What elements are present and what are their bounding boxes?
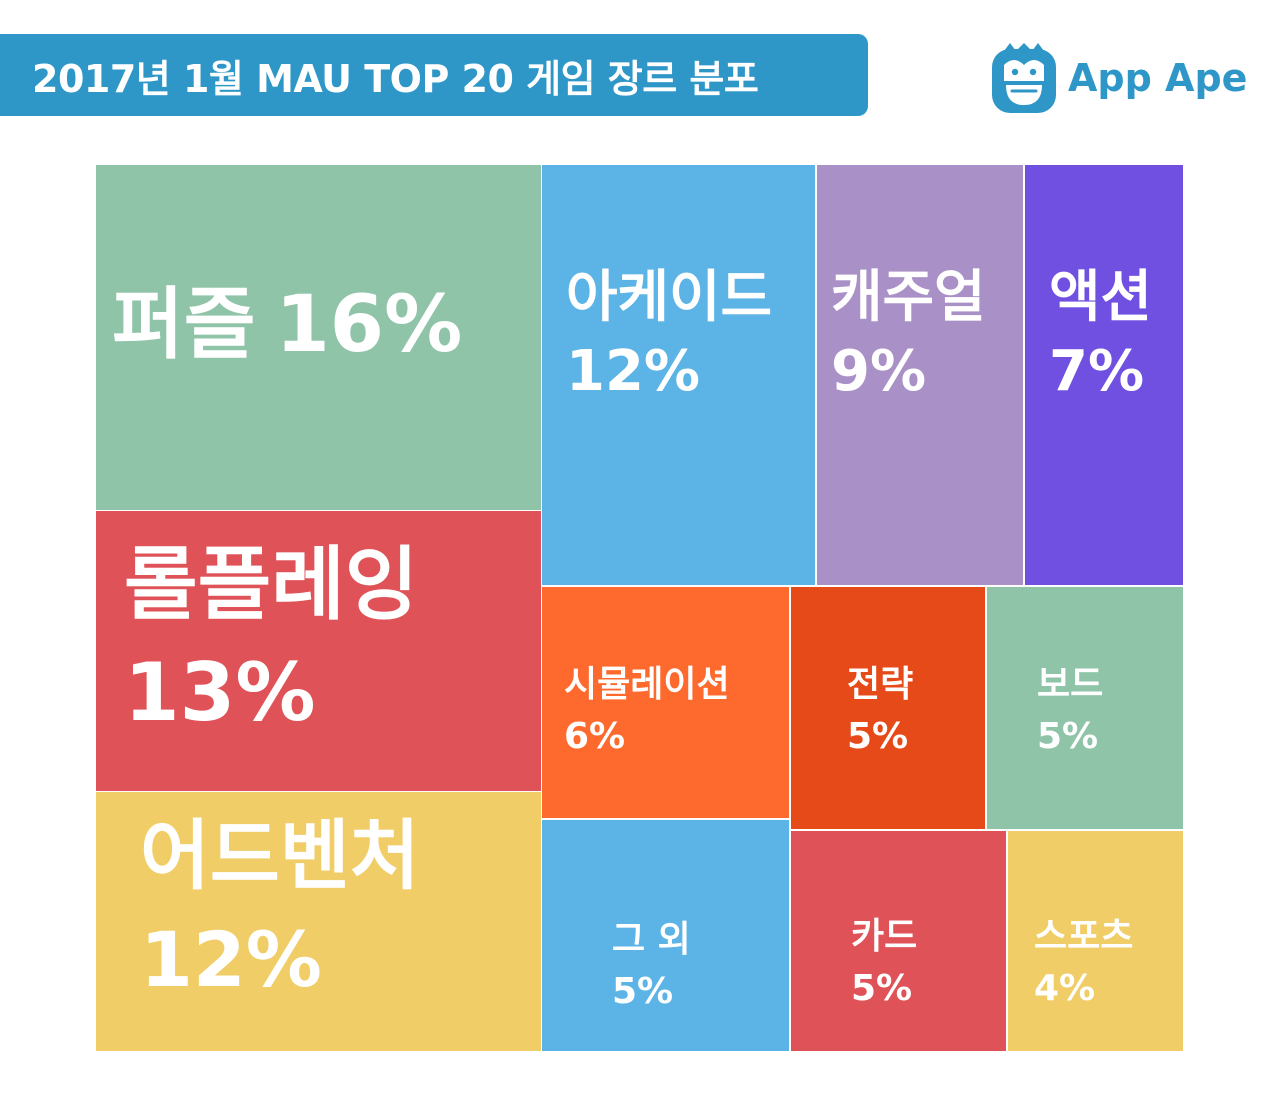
treemap-cell: 스포츠 4% [1008, 831, 1183, 1051]
cell-value: 13% [124, 646, 316, 739]
cell-value: 9% [831, 338, 927, 404]
treemap-cell: 캐주얼 9% [817, 165, 1023, 585]
treemap-cell: 전략 5% [791, 587, 985, 829]
cell-label: 카드 [851, 916, 918, 957]
treemap-cell: 아케이드 12% [542, 165, 815, 585]
cell-value: 12% [566, 338, 701, 404]
cell-value: 16% [275, 280, 463, 370]
treemap-cell: 퍼즐 16% [96, 165, 541, 510]
treemap-cell: 액션 7% [1025, 165, 1183, 585]
cell-label: 롤플레잉 [124, 538, 419, 631]
cell-value: 6% [564, 715, 626, 757]
cell-label: 캐주얼 [831, 265, 986, 330]
treemap-cell: 카드 5% [791, 831, 1006, 1051]
treemap-chart: 퍼즐 16% 롤플레잉 13% 어드벤처 12% 아케이드 12% 캐주얼 9% 액션 7% 시뮬레이션… [96, 165, 1183, 1051]
cell-value: 7% [1049, 338, 1145, 404]
treemap-cell: 롤플레잉 13% [96, 511, 541, 791]
chart-title: 2017년 1월 MAU TOP 20 게임 장르 분포 [32, 56, 759, 101]
cell-label: 어드벤처 [140, 811, 420, 900]
cell-label: 스포츠 [1034, 916, 1134, 957]
cell-label: 전략 [847, 664, 914, 705]
cell-label: 퍼즐 [112, 280, 256, 370]
treemap-cell: 그 외 5% [542, 820, 789, 1051]
cell-value: 12% [140, 914, 322, 1004]
cell-value: 5% [851, 967, 913, 1009]
cell-label: 액션 [1049, 265, 1153, 330]
treemap-cell: 어드벤처 12% [96, 792, 541, 1051]
cell-label: 아케이드 [566, 265, 773, 330]
cell-label: 그 외 [612, 919, 691, 960]
treemap-cell: 시뮬레이션 6% [542, 587, 789, 818]
cell-label: 보드 [1037, 664, 1104, 705]
title-banner: 2017년 1월 MAU TOP 20 게임 장르 분포 [0, 34, 868, 116]
ape-face-icon [992, 43, 1056, 113]
cell-value: 5% [612, 970, 674, 1012]
cell-value: 5% [847, 715, 909, 757]
treemap-cell: 보드 5% [987, 587, 1183, 829]
cell-label: 시뮬레이션 [564, 664, 730, 705]
brand: App Ape [990, 40, 1247, 116]
cell-value: 4% [1034, 967, 1096, 1009]
cell-value: 5% [1037, 715, 1099, 757]
brand-name: App Ape [1068, 56, 1248, 100]
